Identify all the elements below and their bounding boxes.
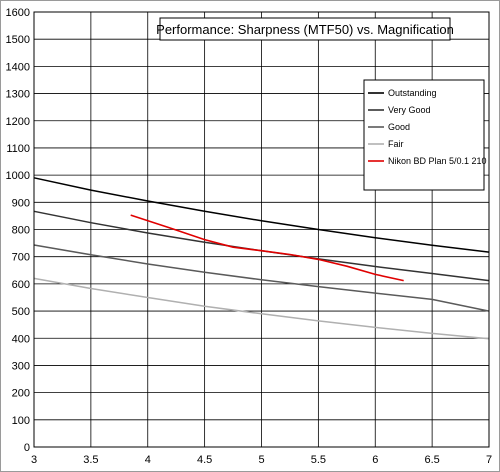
x-tick-label: 5 (258, 454, 264, 466)
y-tick-label: 400 (12, 333, 30, 345)
x-axis-tick-labels: 3 3.5 4 4.5 5 5.5 6 6.5 7 (31, 454, 492, 466)
x-tick-label: 7 (486, 454, 492, 466)
y-tick-label: 700 (12, 252, 30, 264)
legend-label: Very Good (388, 105, 431, 115)
x-tick-label: 6 (372, 454, 378, 466)
y-tick-label: 1600 (6, 7, 30, 19)
x-tick-label: 5.5 (311, 454, 326, 466)
y-tick-label: 100 (12, 415, 30, 427)
y-tick-label: 600 (12, 279, 30, 291)
y-tick-label: 1400 (6, 61, 30, 73)
x-tick-label: 3 (31, 454, 37, 466)
y-tick-label: 300 (12, 360, 30, 372)
y-tick-label: 1500 (6, 34, 30, 46)
y-tick-label: 1300 (6, 89, 30, 101)
chart-title: Performance: Sharpness (MTF50) vs. Magni… (156, 22, 454, 37)
y-tick-label: 200 (12, 388, 30, 400)
plot-area (33, 11, 490, 448)
y-tick-label: 800 (12, 225, 30, 237)
series-line-4 (33, 277, 490, 340)
series-line-3 (33, 244, 490, 312)
y-tick-label: 1000 (6, 170, 30, 182)
legend-label: Nikon BD Plan 5/0.1 210 (388, 156, 487, 166)
x-tick-label: 6.5 (424, 454, 439, 466)
series-line-1 (33, 177, 490, 253)
x-tick-label: 3.5 (83, 454, 98, 466)
y-tick-label: 0 (24, 442, 30, 454)
y-axis-tick-labels: 0 100 200 300 400 500 600 700 800 900 1000 1100 1200… (6, 7, 30, 454)
y-tick-label: 900 (12, 197, 30, 209)
x-tick-label: 4 (145, 454, 151, 466)
legend: Outstanding Very Good Good Fair Nikon BD Pla… (363, 79, 487, 191)
x-tick-label: 4.5 (197, 454, 212, 466)
legend-box (363, 79, 485, 191)
y-tick-label: 500 (12, 306, 30, 318)
series-lines (33, 177, 490, 340)
y-tick-label: 1100 (6, 143, 30, 155)
y-tick-label: 1200 (6, 116, 30, 128)
legend-label: Fair (388, 139, 404, 149)
series-line-5 (130, 214, 404, 282)
legend-label: Good (388, 122, 410, 132)
legend-label: Outstanding (388, 88, 437, 98)
chart-title-box: Performance: Sharpness (MTF50) vs. Magni… (156, 17, 454, 41)
